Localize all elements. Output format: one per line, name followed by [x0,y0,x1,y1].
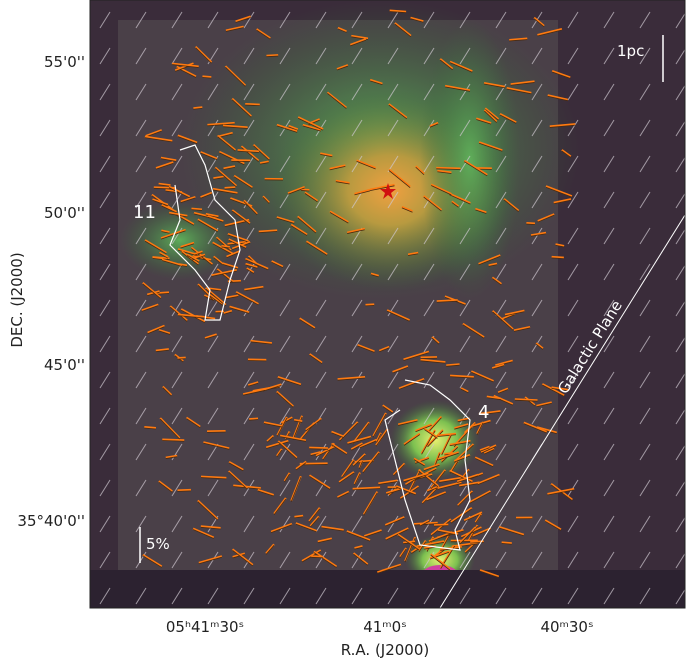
x-tick-label: 40ᵐ30ˢ [540,618,593,636]
y-tick-label: 50'0'' [44,204,85,222]
vector [309,448,328,449]
region-label: 4 [478,402,489,423]
y-axis-label: DEC. (J2000) [8,252,26,347]
vector [177,491,190,492]
y-tick-label: 35°40'0'' [17,512,85,530]
vector [177,490,190,491]
vector [502,542,512,543]
region-label: 11 [133,202,156,223]
y-tick-label: 55'0'' [44,53,85,71]
vector [191,209,201,210]
y-tick-label: 45'0'' [44,356,85,374]
vector-scale-label: 5% [146,535,170,553]
vector [202,76,211,77]
vector [266,55,278,56]
image: 1pc 5% 11 4 Galactic Plane [90,0,686,608]
x-axis-label: R.A. (J2000) [341,641,430,659]
vector [177,358,185,359]
vector [162,439,184,440]
vector [301,190,309,191]
vector [225,187,236,188]
x-tick-label: 41ᵐ0ˢ [363,618,407,636]
vector [177,359,185,360]
vector [552,257,564,258]
vector [245,104,260,105]
vector [301,189,309,190]
vector [249,419,258,420]
x-tick-label: 05ʰ41ᵐ30ˢ [166,618,244,636]
scale-bar-label: 1pc [617,42,644,60]
vector [436,168,460,169]
